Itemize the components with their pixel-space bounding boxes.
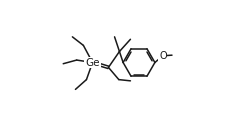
Text: O: O	[159, 51, 167, 61]
Text: Ge: Ge	[85, 58, 100, 68]
